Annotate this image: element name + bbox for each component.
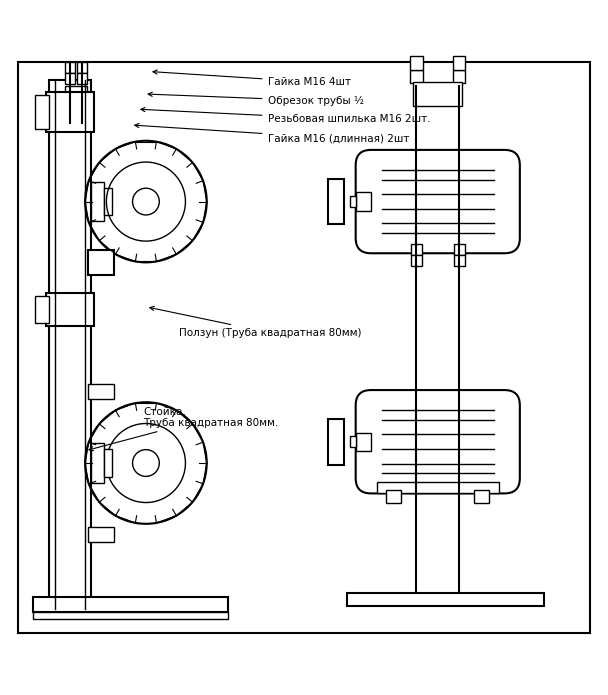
Bar (453, 56, 465, 70)
Bar (49, 80, 91, 609)
FancyBboxPatch shape (356, 390, 520, 493)
Bar (65, 86, 87, 101)
Bar (356, 432, 371, 451)
Bar (77, 62, 87, 73)
Text: Обрезок трубы ½: Обрезок трубы ½ (148, 92, 364, 106)
Bar (88, 384, 114, 399)
Bar (65, 73, 75, 83)
Text: Резьбовая шпилька М16 2шт.: Резьбовая шпилька М16 2шт. (141, 108, 430, 124)
Bar (46, 293, 94, 326)
Text: Стойка.
Труба квадратная 80мм.: Стойка. Труба квадратная 80мм. (89, 407, 278, 451)
Bar (411, 244, 422, 255)
Bar (328, 179, 344, 224)
Bar (104, 449, 112, 477)
Bar (386, 491, 401, 502)
Bar (77, 73, 87, 83)
Bar (454, 255, 465, 266)
Bar (328, 419, 344, 464)
Bar (356, 193, 371, 211)
Bar (35, 95, 49, 129)
Bar (410, 56, 423, 70)
Bar (104, 188, 112, 215)
Bar (33, 612, 228, 619)
Bar (350, 196, 356, 207)
Text: Гайка М16 (длинная) 2шт: Гайка М16 (длинная) 2шт (135, 124, 409, 143)
Text: Ползун (Труба квадратная 80мм): Ползун (Труба квадратная 80мм) (150, 306, 362, 338)
Bar (474, 491, 489, 502)
FancyBboxPatch shape (356, 150, 520, 253)
Bar (410, 70, 423, 83)
Bar (453, 70, 465, 83)
Bar (65, 62, 75, 73)
Bar (347, 593, 544, 606)
Bar (91, 443, 104, 483)
Bar (413, 83, 462, 106)
Bar (350, 436, 356, 447)
Bar (411, 255, 422, 266)
Text: Гайка М16 4шт: Гайка М16 4шт (153, 70, 351, 87)
Bar (33, 597, 228, 612)
Bar (88, 250, 114, 275)
Bar (377, 482, 499, 493)
Bar (35, 296, 49, 323)
Bar (454, 244, 465, 255)
Bar (91, 182, 104, 221)
Bar (88, 527, 114, 542)
Bar (46, 92, 94, 131)
